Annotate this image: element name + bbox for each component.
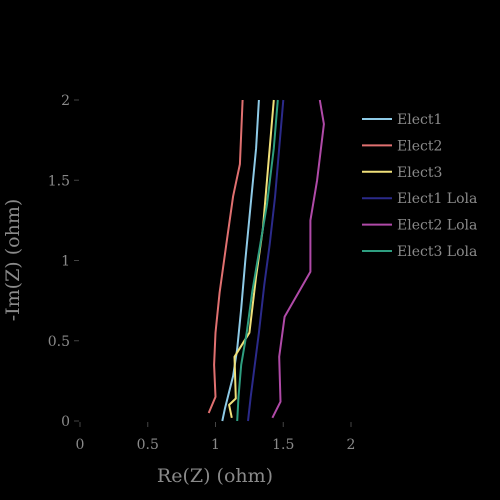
- legend-item: Elect3 Lola: [362, 244, 477, 260]
- series-line-elect2-lola: [271, 99, 325, 419]
- legend-label: Elect3 Lola: [397, 244, 477, 260]
- x-tick-label: 0.5: [137, 437, 159, 453]
- x-tick-label: 0: [76, 437, 85, 453]
- y-tick-label: 1.5: [48, 173, 70, 189]
- legend: Elect1 Elect2 Elect3 Elect1 Lola Elect2 Lola…: [362, 112, 477, 260]
- legend-item: Elect3: [362, 165, 442, 181]
- y-tick-label: 0.5: [48, 334, 70, 350]
- x-axis-title: Re(Z) (ohm): [157, 465, 273, 487]
- legend-item: Elect2 Lola: [362, 218, 477, 234]
- series-line-elect3: [228, 99, 275, 419]
- series-line-elect2: [207, 99, 244, 414]
- legend-item: Elect2: [362, 138, 442, 154]
- x-tick-label: 1.5: [272, 437, 294, 453]
- x-axis: 0 0.5 1 1.5 2: [76, 422, 356, 453]
- y-axis: 0 0.5 1 1.5 2: [48, 93, 79, 430]
- legend-label: Elect2 Lola: [397, 218, 477, 234]
- x-tick-label: 2: [347, 437, 356, 453]
- plot-area: [207, 99, 325, 422]
- y-tick-label: 1: [61, 254, 70, 270]
- y-tick-label: 0: [61, 414, 70, 430]
- legend-label: Elect3: [397, 165, 442, 181]
- x-tick-label: 1: [211, 437, 220, 453]
- series-line-elect1: [221, 99, 260, 422]
- legend-label: Elect1: [397, 112, 442, 128]
- series-line-elect1-lola: [247, 99, 285, 422]
- legend-item: Elect1: [362, 112, 442, 128]
- y-axis-title: -Im(Z) (ohm): [2, 199, 24, 322]
- legend-label: Elect2: [397, 138, 442, 154]
- series-line-elect3-lola: [236, 99, 279, 422]
- legend-label: Elect1 Lola: [397, 191, 477, 207]
- y-tick-label: 2: [61, 93, 70, 109]
- legend-item: Elect1 Lola: [362, 191, 477, 207]
